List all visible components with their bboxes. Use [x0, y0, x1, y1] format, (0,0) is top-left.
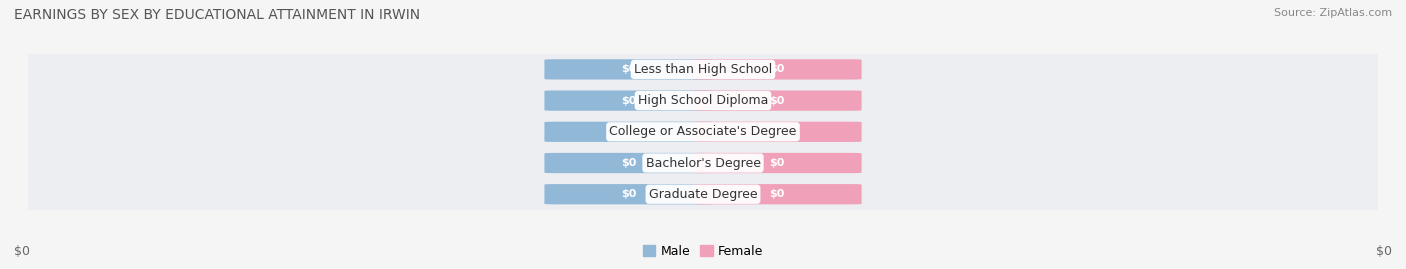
FancyBboxPatch shape — [693, 153, 862, 173]
FancyBboxPatch shape — [693, 184, 862, 204]
Text: Graduate Degree: Graduate Degree — [648, 188, 758, 201]
FancyBboxPatch shape — [544, 153, 713, 173]
Text: College or Associate's Degree: College or Associate's Degree — [609, 125, 797, 138]
Text: $0: $0 — [769, 189, 785, 199]
Legend: Male, Female: Male, Female — [638, 240, 768, 263]
Text: $0: $0 — [769, 64, 785, 75]
Text: Source: ZipAtlas.com: Source: ZipAtlas.com — [1274, 8, 1392, 18]
Text: $0: $0 — [14, 245, 30, 258]
FancyBboxPatch shape — [693, 90, 862, 111]
Text: Bachelor's Degree: Bachelor's Degree — [645, 157, 761, 169]
Bar — [28, 85, 1378, 116]
Text: $0: $0 — [621, 158, 637, 168]
FancyBboxPatch shape — [544, 122, 713, 142]
Bar — [28, 54, 1378, 85]
Text: $0: $0 — [769, 95, 785, 106]
Text: Less than High School: Less than High School — [634, 63, 772, 76]
Bar — [28, 179, 1378, 210]
Text: $0: $0 — [1376, 245, 1392, 258]
Text: $0: $0 — [621, 127, 637, 137]
Text: High School Diploma: High School Diploma — [638, 94, 768, 107]
FancyBboxPatch shape — [693, 122, 862, 142]
Text: $0: $0 — [621, 64, 637, 75]
Text: $0: $0 — [769, 158, 785, 168]
FancyBboxPatch shape — [544, 184, 713, 204]
Bar — [28, 116, 1378, 147]
FancyBboxPatch shape — [544, 90, 713, 111]
Bar — [28, 147, 1378, 179]
Text: EARNINGS BY SEX BY EDUCATIONAL ATTAINMENT IN IRWIN: EARNINGS BY SEX BY EDUCATIONAL ATTAINMEN… — [14, 8, 420, 22]
Text: $0: $0 — [769, 127, 785, 137]
FancyBboxPatch shape — [544, 59, 713, 80]
FancyBboxPatch shape — [693, 59, 862, 80]
Text: $0: $0 — [621, 95, 637, 106]
Text: $0: $0 — [621, 189, 637, 199]
